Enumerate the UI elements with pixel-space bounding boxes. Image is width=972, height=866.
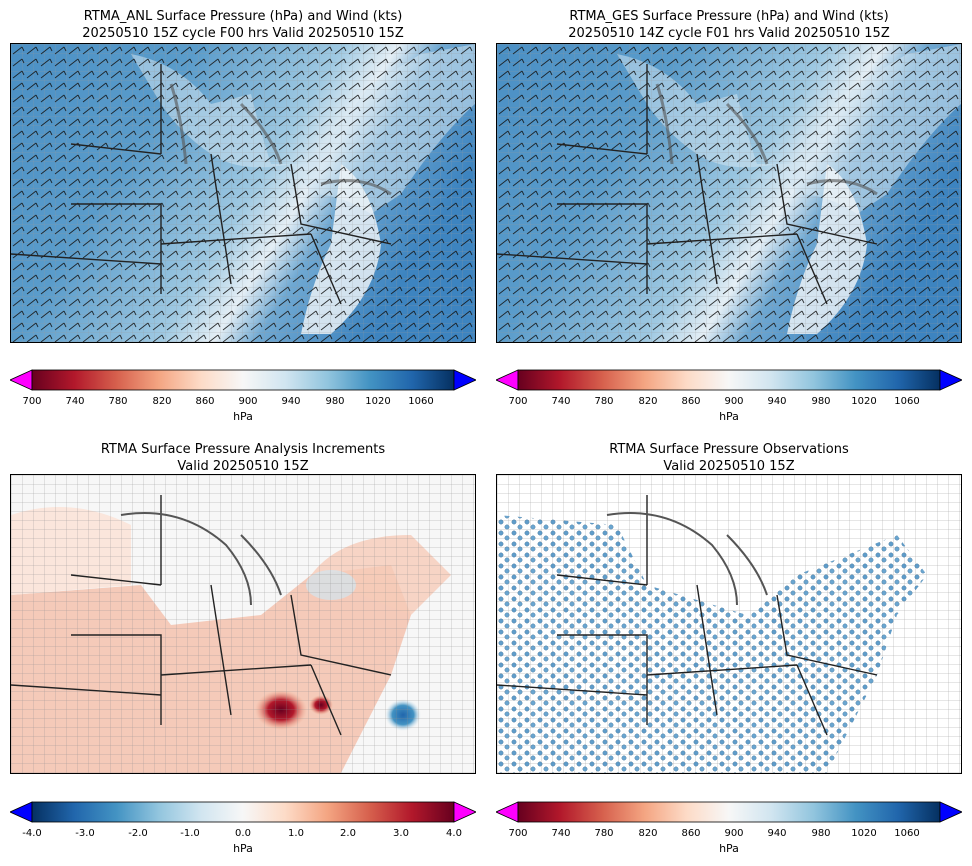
panel1-tick: 700 [22,396,42,407]
panel3-colorbar-unit: hPa [233,842,253,855]
panel2-tick: 700 [508,396,528,407]
panel4-tick: 1020 [851,828,877,839]
panel1-colorbar-over-arrow [453,369,477,391]
panel3-colorbar: -4.0 -3.0 -2.0 -1.0 0.0 1.0 2.0 3.0 4.0 … [9,800,477,860]
panel3-tick: 1.0 [288,828,304,839]
panel4-colorbar-gradient [517,801,941,823]
panel3-tick: 2.0 [340,828,356,839]
panel1-tick: 1020 [365,396,391,407]
panel2-tick: 740 [551,396,571,407]
panel4-tick: 740 [551,828,571,839]
panel2-title-line2: 20250510 14Z cycle F01 hrs Valid 2025051… [568,26,890,41]
panel3-increment-map [10,474,476,774]
panel4-tick: 860 [681,828,701,839]
panel4-title-line1: RTMA Surface Pressure Observations [609,442,849,457]
panel1-map-svg [11,44,475,342]
panel3-tick: 0.0 [235,828,251,839]
panel3-title-line1: RTMA Surface Pressure Analysis Increment… [100,442,386,457]
panel4-tick: 940 [767,828,787,839]
panel2-colorbar-over-arrow [939,369,963,391]
panel4-tick: 980 [811,828,831,839]
panel2-map-svg [497,44,961,342]
panel2-colorbar-unit: hPa [719,410,739,423]
panel3-tick: 4.0 [446,828,462,839]
panel3-title: RTMA Surface Pressure Analysis Increment… [10,441,476,475]
panel4-colorbar-over-arrow [939,801,963,823]
panel2-title-line1: RTMA_GES Surface Pressure (hPa) and Wind… [569,9,889,24]
panel2-colorbar: 700 740 780 820 860 900 940 980 1020 106… [495,368,963,428]
panel2-tick: 820 [638,396,658,407]
panel1-tick: 940 [281,396,301,407]
panel3-tick: 3.0 [393,828,409,839]
panel3-colorbar-gradient [31,801,455,823]
panel2-colorbar-svg [495,369,963,391]
panel4-tick: 820 [638,828,658,839]
panel1-colorbar-unit: hPa [233,410,253,423]
panel1-title-line2: 20250510 15Z cycle F00 hrs Valid 2025051… [82,26,404,41]
panel3-tick: -2.0 [128,828,148,839]
panel2-tick: 900 [724,396,744,407]
panel2-tick: 980 [811,396,831,407]
panel2-tick: 1060 [894,396,920,407]
panel4-colorbar-under-arrow [495,801,519,823]
panel4-tick: 1060 [894,828,920,839]
panel3-tick: -4.0 [22,828,42,839]
panel1-title: RTMA_ANL Surface Pressure (hPa) and Wind… [10,8,476,42]
panel3-tick: -3.0 [75,828,95,839]
panel3-map-svg [11,475,475,773]
panel1-colorbar-under-arrow [9,369,33,391]
panel4-colorbar-svg [495,801,963,823]
panel2-colorbar-under-arrow [495,369,519,391]
panel3-colorbar-under-arrow [9,801,33,823]
panel1-tick: 980 [325,396,345,407]
panel4-colorbar-unit: hPa [719,842,739,855]
panel1-tick: 1060 [408,396,434,407]
panel4-tick: 700 [508,828,528,839]
panel4-colorbar: 700 740 780 820 860 900 940 980 1020 106… [495,800,963,860]
panel3-title-line2: Valid 20250510 15Z [177,459,309,474]
panel2-tick: 780 [594,396,614,407]
panel3-tick: -1.0 [180,828,200,839]
panel4-title: RTMA Surface Pressure Observations Valid… [496,441,962,475]
panel1-colorbar-svg [9,369,477,391]
panel4-observations-map [496,474,962,774]
panel4-title-line2: Valid 20250510 15Z [663,459,795,474]
panel3-colorbar-over-arrow [453,801,477,823]
panel2-title: RTMA_GES Surface Pressure (hPa) and Wind… [496,8,962,42]
panel1-tick: 820 [152,396,172,407]
panel1-analysis-pressure-map [10,43,476,343]
panel1-colorbar-gradient [31,369,455,391]
panel2-tick: 1020 [851,396,877,407]
panel1-tick: 860 [195,396,215,407]
panel1-tick: 900 [238,396,258,407]
panel2-tick: 860 [681,396,701,407]
panel2-colorbar-gradient [517,369,941,391]
panel4-tick: 780 [594,828,614,839]
panel2-tick: 940 [767,396,787,407]
panel1-tick: 740 [65,396,85,407]
panel2-guess-pressure-map [496,43,962,343]
panel4-tick: 900 [724,828,744,839]
panel4-map-svg [497,475,961,773]
panel3-colorbar-svg [9,801,477,823]
panel1-colorbar: 700 740 780 820 860 900 940 980 1020 106… [9,368,477,428]
panel1-tick: 780 [108,396,128,407]
panel1-title-line1: RTMA_ANL Surface Pressure (hPa) and Wind… [83,9,403,24]
